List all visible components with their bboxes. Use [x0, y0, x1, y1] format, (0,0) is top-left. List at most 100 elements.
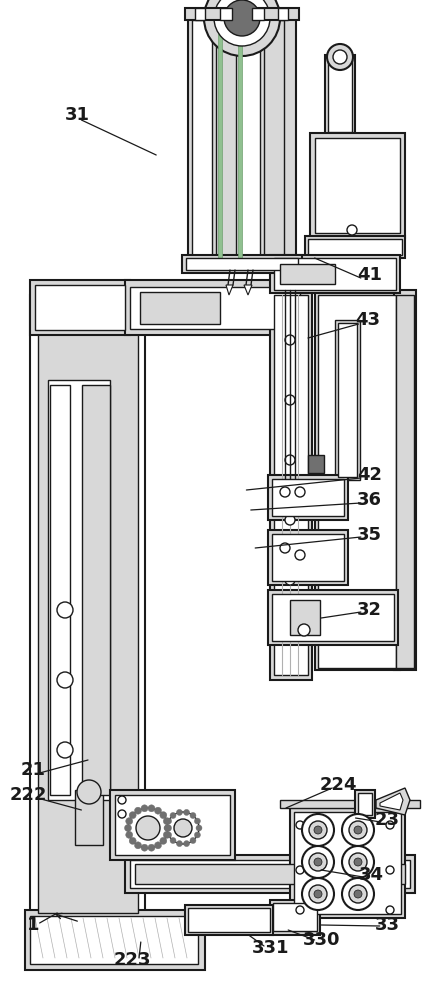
- Bar: [270, 255, 400, 293]
- Polygon shape: [220, 8, 232, 20]
- Bar: [315, 290, 400, 670]
- Circle shape: [386, 906, 394, 914]
- Circle shape: [354, 826, 362, 834]
- Bar: [280, 800, 420, 808]
- Circle shape: [333, 50, 347, 64]
- Bar: [218, 22, 222, 258]
- Circle shape: [141, 805, 148, 812]
- Circle shape: [126, 818, 133, 825]
- Text: 35: 35: [357, 526, 382, 544]
- Bar: [294, 812, 401, 914]
- Circle shape: [118, 796, 126, 804]
- Bar: [75, 790, 103, 845]
- Circle shape: [170, 838, 176, 844]
- Bar: [140, 292, 220, 324]
- Bar: [188, 908, 270, 932]
- Circle shape: [170, 812, 176, 818]
- Circle shape: [314, 890, 322, 898]
- Circle shape: [160, 837, 167, 844]
- Text: 21: 21: [21, 761, 45, 779]
- Circle shape: [129, 837, 136, 844]
- Text: 43: 43: [355, 311, 380, 329]
- Circle shape: [154, 842, 161, 849]
- Bar: [192, 20, 212, 260]
- Text: 42: 42: [357, 466, 382, 484]
- Bar: [272, 479, 344, 516]
- Circle shape: [126, 831, 133, 838]
- Circle shape: [214, 0, 270, 46]
- Circle shape: [309, 885, 327, 903]
- Circle shape: [285, 455, 295, 465]
- Text: 222: 222: [10, 786, 48, 804]
- Bar: [280, 264, 335, 284]
- Bar: [82, 385, 110, 795]
- Circle shape: [354, 890, 362, 898]
- Circle shape: [386, 866, 394, 874]
- Polygon shape: [380, 793, 403, 810]
- Circle shape: [285, 395, 295, 405]
- Circle shape: [296, 906, 304, 914]
- Bar: [30, 295, 145, 920]
- Bar: [185, 905, 273, 935]
- Circle shape: [285, 515, 295, 525]
- Bar: [325, 55, 355, 135]
- Circle shape: [57, 742, 73, 758]
- Circle shape: [302, 846, 334, 878]
- Bar: [130, 860, 410, 888]
- Circle shape: [148, 844, 155, 851]
- Circle shape: [349, 821, 367, 839]
- Bar: [338, 323, 357, 477]
- Bar: [125, 855, 415, 893]
- Bar: [182, 255, 302, 273]
- Text: 1: 1: [27, 916, 39, 934]
- Bar: [186, 258, 298, 270]
- Circle shape: [386, 821, 394, 829]
- Circle shape: [309, 853, 327, 871]
- Circle shape: [190, 812, 196, 818]
- Text: 34: 34: [359, 866, 384, 884]
- Polygon shape: [278, 8, 288, 20]
- Circle shape: [176, 841, 183, 847]
- Bar: [48, 380, 110, 800]
- Bar: [125, 280, 305, 335]
- Text: 330: 330: [302, 931, 340, 949]
- Text: 224: 224: [320, 776, 358, 794]
- Bar: [290, 808, 405, 918]
- Text: 331: 331: [252, 939, 290, 957]
- Polygon shape: [244, 285, 252, 295]
- Bar: [38, 305, 138, 913]
- Bar: [30, 280, 130, 335]
- Circle shape: [128, 808, 168, 848]
- Circle shape: [342, 846, 374, 878]
- Circle shape: [165, 824, 172, 832]
- Bar: [290, 600, 320, 635]
- Bar: [130, 287, 300, 329]
- Circle shape: [280, 487, 290, 497]
- Circle shape: [57, 602, 73, 618]
- Circle shape: [183, 841, 190, 847]
- Bar: [240, 20, 260, 260]
- Bar: [273, 903, 317, 931]
- Bar: [318, 295, 396, 668]
- Polygon shape: [252, 8, 264, 20]
- Circle shape: [354, 858, 362, 866]
- Bar: [272, 594, 394, 641]
- Circle shape: [167, 812, 199, 844]
- Bar: [268, 475, 348, 520]
- Circle shape: [148, 805, 155, 812]
- Circle shape: [285, 575, 295, 585]
- Circle shape: [349, 853, 367, 871]
- Circle shape: [164, 825, 170, 831]
- Circle shape: [176, 809, 183, 815]
- Bar: [270, 290, 312, 680]
- Bar: [110, 790, 235, 860]
- Text: 23: 23: [375, 811, 400, 829]
- Bar: [355, 790, 375, 818]
- Bar: [185, 8, 299, 20]
- Circle shape: [57, 672, 73, 688]
- Bar: [35, 285, 125, 330]
- Circle shape: [174, 819, 192, 837]
- Bar: [50, 385, 70, 795]
- Bar: [270, 900, 320, 935]
- Bar: [115, 795, 230, 855]
